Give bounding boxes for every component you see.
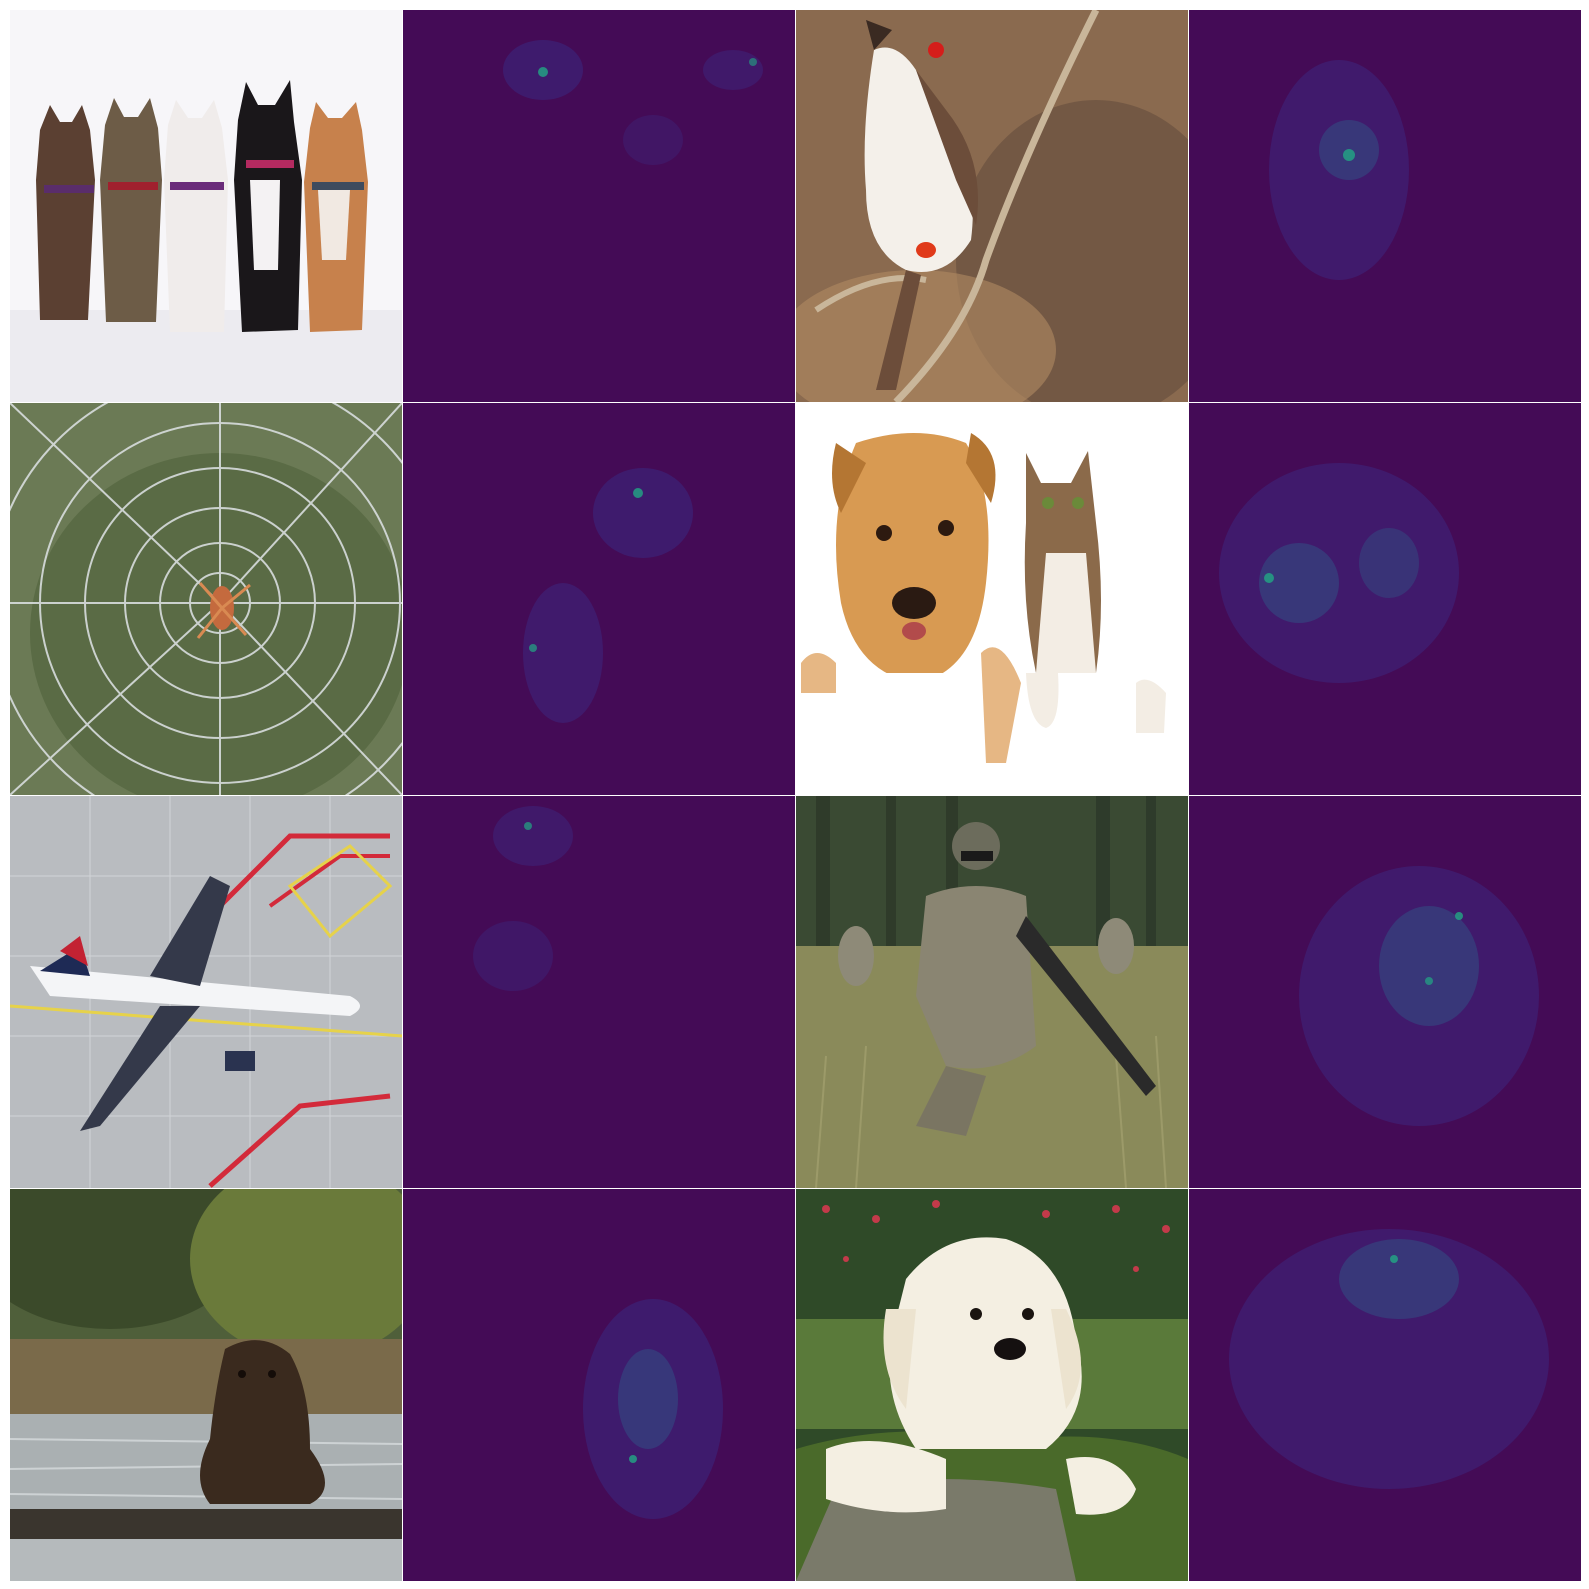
saliency-heatmap xyxy=(403,10,795,402)
soldier-photo xyxy=(796,796,1188,1188)
bear-photo xyxy=(10,1189,402,1581)
saliency-heatmap xyxy=(1189,796,1581,1188)
puppy-photo xyxy=(796,1189,1188,1581)
saliency-heatmap xyxy=(403,1189,795,1581)
airplane-photo xyxy=(10,796,402,1188)
saliency-heatmap xyxy=(403,403,795,795)
cats-photo xyxy=(10,10,402,402)
saliency-heatmap xyxy=(1189,403,1581,795)
dog-and-cat-photo xyxy=(796,403,1188,795)
bird-photo xyxy=(796,10,1188,402)
spider-web-photo xyxy=(10,403,402,795)
image-grid xyxy=(10,10,1581,1581)
saliency-heatmap xyxy=(403,796,795,1188)
saliency-heatmap xyxy=(1189,10,1581,402)
saliency-heatmap xyxy=(1189,1189,1581,1581)
